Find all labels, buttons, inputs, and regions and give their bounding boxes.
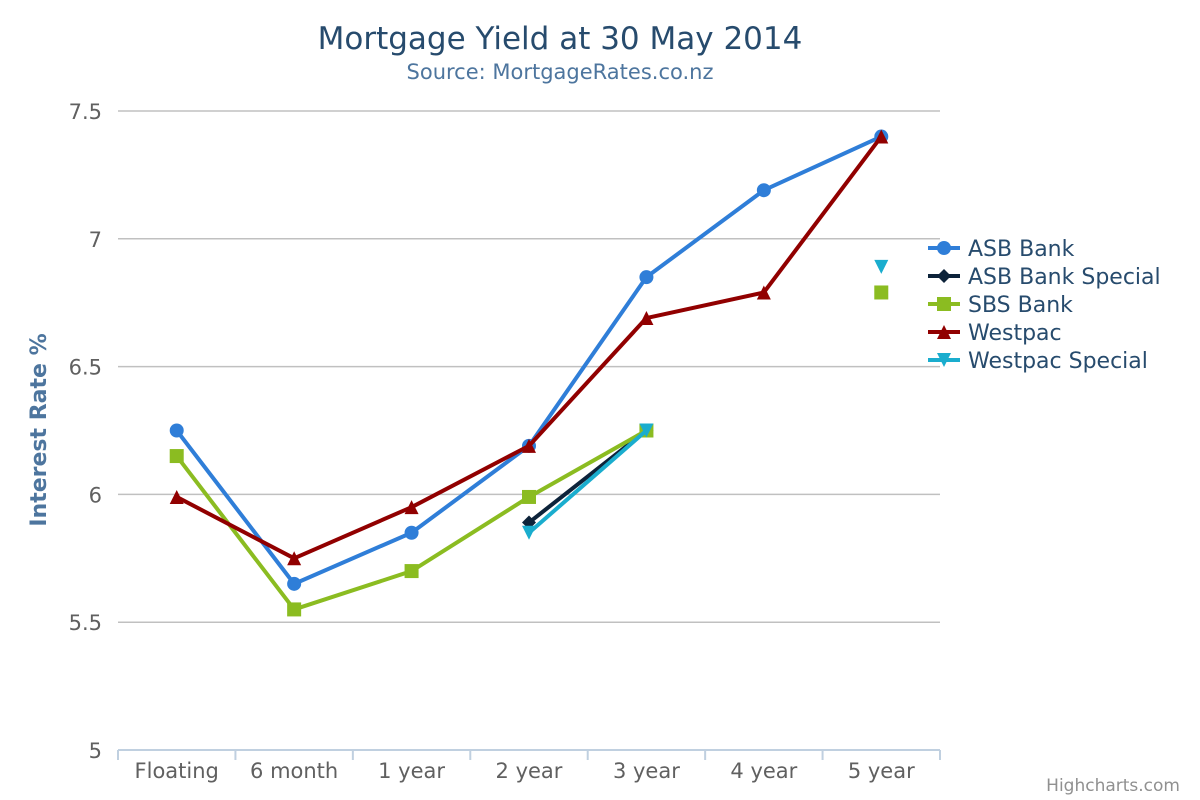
x-tick-label: 5 year xyxy=(848,759,915,783)
credits[interactable]: Highcharts.com xyxy=(1046,776,1180,796)
data-point[interactable] xyxy=(287,576,302,591)
legend-label: Westpac xyxy=(968,321,1062,346)
x-tick-label: 4 year xyxy=(730,759,797,783)
y-tick-label: 7 xyxy=(89,228,102,252)
data-point[interactable] xyxy=(639,270,654,285)
y-tick-label: 6 xyxy=(89,483,102,507)
x-tick-label: 3 year xyxy=(613,759,680,783)
legend-symbol xyxy=(937,353,951,367)
data-point[interactable] xyxy=(874,129,889,144)
series-westpac[interactable] xyxy=(169,129,889,566)
data-point[interactable] xyxy=(287,551,302,566)
legend-item[interactable]: SBS Bank xyxy=(928,293,1073,318)
data-point[interactable] xyxy=(756,285,771,300)
x-tick-label: 6 month xyxy=(250,759,338,783)
data-point[interactable] xyxy=(522,438,536,453)
series-westpac-special[interactable] xyxy=(522,259,889,540)
legend-symbol xyxy=(937,325,951,339)
y-tick-label: 6.5 xyxy=(69,356,102,380)
legend-item[interactable]: Westpac xyxy=(928,321,1062,346)
data-point[interactable] xyxy=(169,449,184,464)
data-point[interactable] xyxy=(874,285,889,300)
data-point[interactable] xyxy=(639,423,654,438)
legend-symbol xyxy=(937,241,951,255)
data-point[interactable] xyxy=(522,525,536,540)
legend-label: ASB Bank Special xyxy=(968,265,1161,290)
legend-item[interactable]: ASB Bank Special xyxy=(928,265,1161,290)
legend-label: SBS Bank xyxy=(968,293,1073,318)
data-point[interactable] xyxy=(404,500,419,515)
series-line[interactable] xyxy=(527,428,649,535)
data-point[interactable] xyxy=(874,259,889,274)
x-tick-label: 2 year xyxy=(496,759,563,783)
data-point[interactable] xyxy=(404,525,419,540)
legend-symbol xyxy=(937,269,951,283)
chart-title: Mortgage Yield at 30 May 2014 xyxy=(318,21,803,57)
data-point[interactable] xyxy=(404,564,419,579)
y-axis-title: Interest Rate % xyxy=(27,333,52,526)
data-point[interactable] xyxy=(639,311,654,326)
legend-symbol xyxy=(937,297,951,311)
data-point[interactable] xyxy=(169,423,184,438)
y-tick-label: 5.5 xyxy=(69,611,102,635)
legend-label: Westpac Special xyxy=(968,349,1148,374)
x-tick-label: Floating xyxy=(135,759,219,783)
legend-item[interactable]: ASB Bank xyxy=(928,237,1075,262)
x-tick-label: 1 year xyxy=(378,759,445,783)
y-tick-label: 7.5 xyxy=(69,100,102,124)
legend-item[interactable]: Westpac Special xyxy=(928,349,1148,374)
data-point[interactable] xyxy=(756,183,771,198)
legend-label: ASB Bank xyxy=(968,237,1075,262)
y-tick-label: 5 xyxy=(89,739,102,763)
data-point[interactable] xyxy=(287,602,302,617)
data-point[interactable] xyxy=(169,489,184,504)
data-point[interactable] xyxy=(522,489,536,504)
chart-subtitle: Source: MortgageRates.co.nz xyxy=(407,60,714,84)
